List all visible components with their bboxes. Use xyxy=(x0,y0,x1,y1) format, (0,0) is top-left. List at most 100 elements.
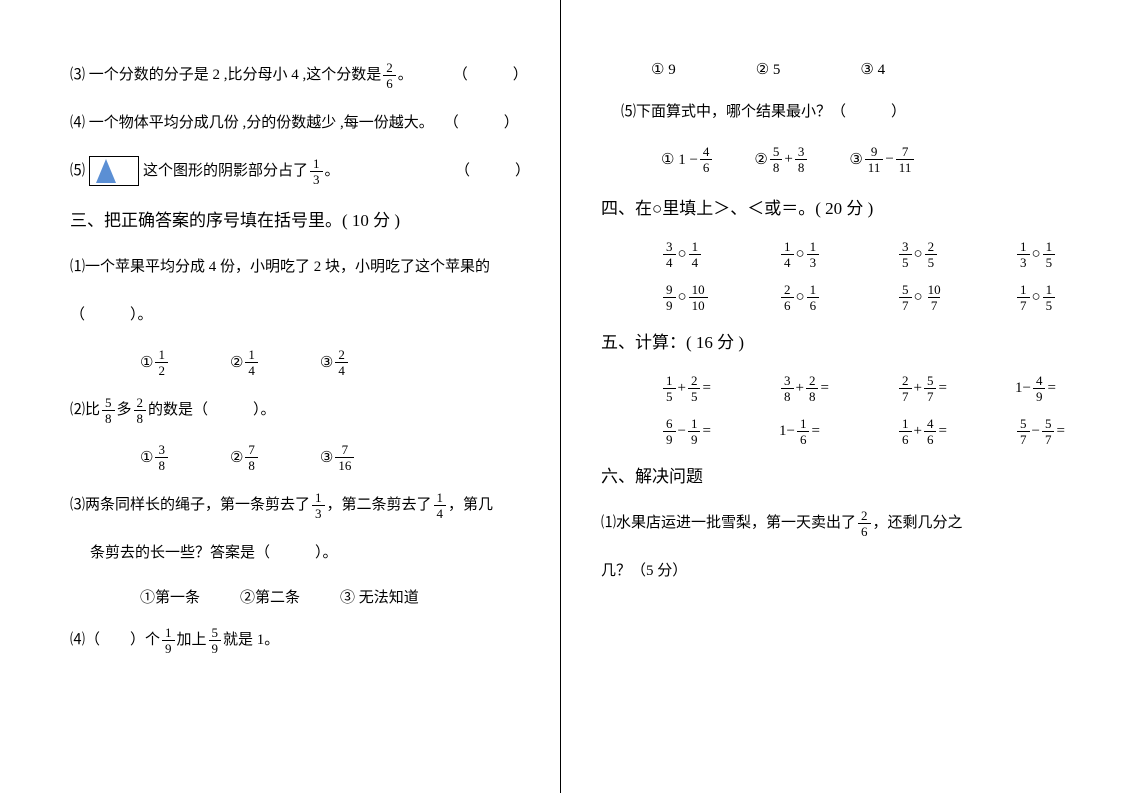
text: ，还剩几分之 xyxy=(873,508,963,538)
fraction-icon: 78 xyxy=(245,443,258,472)
q3-5: ⑸下面算式中，哪个结果最小？（ ） xyxy=(601,97,1092,127)
fraction-icon: 24 xyxy=(335,348,348,377)
q6-1: ⑴水果店运进一批雪梨，第一天卖出了 26 ，还剩几分之 xyxy=(601,508,1092,538)
text: ⑶两条同样长的绳子，第一条剪去了 xyxy=(70,490,310,520)
q3-3: ⑶两条同样长的绳子，第一条剪去了 13 ，第二条剪去了 14 ，第几 xyxy=(70,490,530,520)
right-column: ① 9 ② 5 ③ 4 ⑸下面算式中，哪个结果最小？（ ） ① 1 − 46 ②… xyxy=(561,0,1122,793)
text: 条剪去的长一些？答案是（ ）。 xyxy=(90,538,338,568)
option-3: ③ 911 − 711 xyxy=(849,145,916,174)
option-1: ① 1 − 46 xyxy=(661,145,714,174)
worksheet-page: ⑶ 一个分数的分子是 2 ,比分母小 4 ,这个分数是 26 。 （ ） ⑷ 一… xyxy=(0,0,1122,793)
calc-item: 15 + 25 = xyxy=(661,374,741,403)
sec4-row1: 34○14 14○13 35○25 13○15 1○512 xyxy=(601,240,1092,269)
q2-4: ⑷ 一个物体平均分成几份 ,分的份数越少 ,每一份越大。 （ ） xyxy=(70,108,530,138)
q3-5-options: ① 1 − 46 ② 58 + 38 ③ 911 − 711 xyxy=(601,145,1092,174)
fraction-icon: 58 xyxy=(102,396,115,425)
calc-item: 1 − 49 = xyxy=(1015,374,1095,403)
text: 的数是（ ）。 xyxy=(148,395,276,425)
q3-4-options: ① 9 ② 5 ③ 4 xyxy=(601,60,1092,79)
calc-item: 27 + 57 = xyxy=(897,374,977,403)
compare-item: 99○1010 xyxy=(661,283,741,312)
option-1: ① 12 xyxy=(140,348,170,377)
option-2: ② 58 + 38 xyxy=(754,145,809,174)
q2-5: ⑸ 这个图形的阴影部分占了 13 。 （ ） xyxy=(70,156,530,186)
calc-item: 69 − 19 = xyxy=(661,417,741,446)
text: 加上 xyxy=(177,625,207,655)
blank-paren: （ ） xyxy=(453,60,528,90)
text: 。 xyxy=(398,60,413,90)
option-1: ① 9 xyxy=(651,60,676,79)
q3-2: ⑵比 58 多 28 的数是（ ）。 xyxy=(70,395,530,425)
fraction-icon: 59 xyxy=(209,626,222,655)
compare-item: 35○25 xyxy=(897,240,977,269)
text: ，第二条剪去了 xyxy=(327,490,432,520)
q3-3-options: ①第一条 ②第二条 ③ 无法知道 xyxy=(70,586,530,607)
triangle-shape-icon xyxy=(89,156,139,186)
section-6-head: 六、解决问题 xyxy=(601,460,1092,494)
q3-1-options: ① 12 ② 14 ③ 24 xyxy=(70,348,530,377)
q3-1b: （ ）。 xyxy=(70,300,530,330)
text: 几？（5 分） xyxy=(601,556,687,586)
text: 就是 1。 xyxy=(223,625,279,655)
fraction-icon: 38 xyxy=(795,145,808,174)
fraction-icon: 911 xyxy=(865,145,884,174)
fraction-icon: 13 xyxy=(310,157,323,186)
option-1: ①第一条 xyxy=(140,586,200,607)
sec4-row2: 99○1010 26○16 57○107 17○15 1 ○44 xyxy=(601,283,1092,312)
text: ⑸ xyxy=(70,156,85,186)
sec5-row1: 15 + 25 = 38 + 28 = 27 + 57 = 1 − 49 = xyxy=(601,374,1092,403)
compare-item: 13○15 xyxy=(1015,240,1095,269)
fraction-icon: 711 xyxy=(896,145,915,174)
compare-item: 34○14 xyxy=(661,240,741,269)
text: 多 xyxy=(117,395,132,425)
calc-item: 16 + 46 = xyxy=(897,417,977,446)
text: ⑴一个苹果平均分成 4 份，小明吃了 2 块，小明吃了这个苹果的 xyxy=(70,252,490,282)
text: 这个图形的阴影部分占了 xyxy=(143,156,308,186)
compare-item: 17○15 xyxy=(1015,283,1095,312)
q3-1: ⑴一个苹果平均分成 4 份，小明吃了 2 块，小明吃了这个苹果的 xyxy=(70,252,530,282)
text: 。 xyxy=(325,156,340,186)
fraction-icon: 26 xyxy=(858,509,871,538)
text: ，第几 xyxy=(448,490,493,520)
compare-item: 14○13 xyxy=(779,240,859,269)
compare-item: 26○16 xyxy=(779,283,859,312)
fraction-icon: 14 xyxy=(434,491,447,520)
fraction-icon: 12 xyxy=(155,348,168,377)
fraction-icon: 58 xyxy=(770,145,783,174)
calc-item: 38 + 28 = xyxy=(779,374,859,403)
option-3: ③ 4 xyxy=(860,60,885,79)
text: ⑵比 xyxy=(70,395,100,425)
calc-item: 1 − 16 = xyxy=(779,417,859,446)
option-2: ② 78 xyxy=(230,443,260,472)
sec5-row2: 69 − 19 = 1 − 16 = 16 + 46 = 57 − 57 = xyxy=(601,417,1092,446)
text: ⑶ 一个分数的分子是 2 ,比分母小 4 ,这个分数是 xyxy=(70,60,381,90)
blank-paren: （ ） xyxy=(444,108,519,138)
option-2: ②第二条 xyxy=(240,586,300,607)
option-2: ② 14 xyxy=(230,348,260,377)
fraction-icon: 28 xyxy=(134,396,147,425)
section-3-head: 三、把正确答案的序号填在括号里。( 10 分 ) xyxy=(70,204,530,238)
text: ⑴水果店运进一批雪梨，第一天卖出了 xyxy=(601,508,856,538)
q3-3b: 条剪去的长一些？答案是（ ）。 xyxy=(70,538,530,568)
fraction-icon: 46 xyxy=(700,145,713,174)
section-5-head: 五、计算：( 16 分 ) xyxy=(601,326,1092,360)
text: ⑷（ ）个 xyxy=(70,625,160,655)
option-3: ③ 24 xyxy=(320,348,350,377)
fraction-icon: 38 xyxy=(155,443,168,472)
option-3: ③ 无法知道 xyxy=(340,586,419,607)
compare-item: 57○107 xyxy=(897,283,977,312)
fraction-icon: 13 xyxy=(312,491,325,520)
left-column: ⑶ 一个分数的分子是 2 ,比分母小 4 ,这个分数是 26 。 （ ） ⑷ 一… xyxy=(0,0,561,793)
option-2: ② 5 xyxy=(756,60,781,79)
option-1: ① 38 xyxy=(140,443,170,472)
text: ⑸下面算式中，哪个结果最小？（ ） xyxy=(621,97,906,127)
blank-paren: （ ） xyxy=(455,156,530,186)
fraction-icon: 14 xyxy=(245,348,258,377)
q2-3: ⑶ 一个分数的分子是 2 ,比分母小 4 ,这个分数是 26 。 （ ） xyxy=(70,60,530,90)
q3-4: ⑷（ ）个 19 加上 59 就是 1。 xyxy=(70,625,530,655)
option-3: ③ 716 xyxy=(320,443,356,472)
fraction-icon: 716 xyxy=(335,443,354,472)
q3-2-options: ① 38 ② 78 ③ 716 xyxy=(70,443,530,472)
blank-paren: （ ）。 xyxy=(70,300,153,330)
fraction-icon: 19 xyxy=(162,626,175,655)
